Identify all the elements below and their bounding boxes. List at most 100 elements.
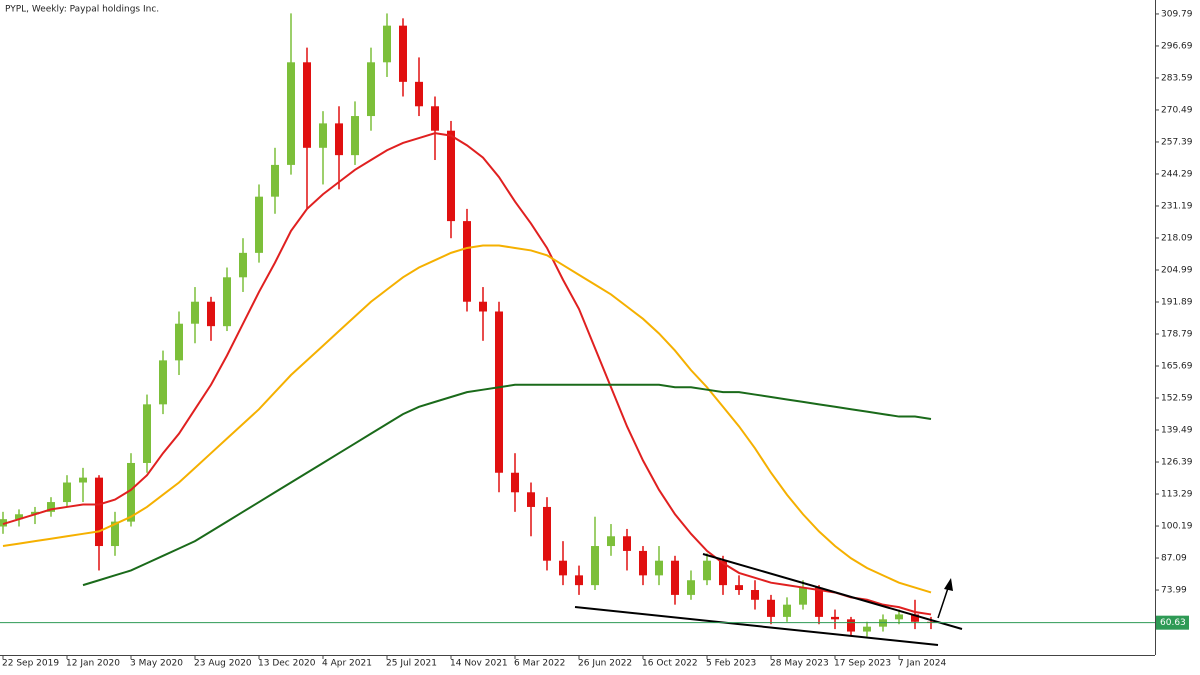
candle-body — [79, 477, 87, 483]
candle-body — [431, 106, 439, 131]
y-tick-label: 191.89 — [1161, 297, 1193, 307]
candle-body — [863, 626, 871, 632]
candle-body — [751, 590, 759, 600]
x-tick-label: 12 Jan 2020 — [66, 659, 120, 669]
trendline-upper — [702, 553, 963, 630]
candle-body — [207, 301, 215, 327]
candle-body — [463, 221, 471, 302]
candle-body — [687, 580, 695, 595]
plot — [0, 13, 935, 637]
candle-body — [623, 536, 631, 551]
candle-body — [143, 404, 151, 463]
y-tick-label: 204.99 — [1161, 265, 1193, 275]
candle-body — [447, 130, 455, 222]
candle-body — [783, 604, 791, 617]
candle-body — [111, 521, 119, 547]
last-price-box — [1156, 615, 1189, 630]
y-tick-label: 270.49 — [1161, 105, 1193, 115]
candle-body — [335, 123, 343, 156]
candle-body — [543, 506, 551, 561]
candle-body — [223, 277, 231, 327]
candle-body — [479, 301, 487, 312]
candle-body — [271, 164, 279, 197]
candle-body — [303, 62, 311, 148]
candle-body — [383, 25, 391, 63]
x-tick-label: 28 May 2023 — [770, 659, 829, 669]
x-tick-label: 6 Mar 2022 — [514, 659, 565, 669]
y-tick-label: 283.59 — [1161, 73, 1193, 83]
arrow-head — [944, 578, 953, 591]
candle-body — [15, 514, 23, 520]
trendline-lower — [574, 606, 939, 646]
candle-body — [495, 311, 503, 473]
last-price-label: 60.63 — [1160, 618, 1186, 628]
candle-body — [127, 462, 135, 522]
y-tick-label: 165.69 — [1161, 362, 1193, 372]
y-tick-label: 113.29 — [1161, 490, 1193, 500]
x-tick-label: 16 Oct 2022 — [642, 659, 698, 669]
candle-body — [767, 599, 775, 617]
candle-body — [559, 560, 567, 576]
candle-body — [0, 519, 7, 527]
y-tick-label: 178.79 — [1161, 329, 1193, 339]
candle-body — [527, 492, 535, 507]
x-tick-label: 3 May 2020 — [130, 659, 183, 669]
x-tick-label: 26 Jun 2022 — [578, 659, 632, 669]
x-tick-label: 13 Dec 2020 — [258, 659, 316, 669]
moving-average — [2, 244, 932, 594]
y-tick-label: 87.09 — [1161, 554, 1187, 564]
candle-body — [47, 502, 55, 512]
candle-body — [607, 536, 615, 547]
candle-body — [511, 472, 519, 493]
candle-body — [399, 25, 407, 82]
candle-body — [287, 62, 295, 165]
x-tick-label: 23 Aug 2020 — [194, 659, 252, 669]
candle-body — [95, 477, 103, 547]
y-tick-label: 100.19 — [1161, 522, 1193, 532]
y-tick-label: 126.39 — [1161, 458, 1193, 468]
moving-average — [2, 132, 932, 616]
candle-body — [671, 560, 679, 595]
candle-body — [31, 511, 39, 515]
y-tick-label: 231.19 — [1161, 201, 1193, 211]
y-tick-label: 244.29 — [1161, 169, 1193, 179]
candle-body — [319, 123, 327, 148]
candle-body — [415, 81, 423, 107]
candle-body — [351, 116, 359, 156]
candle-body — [815, 587, 823, 617]
candle-body — [911, 614, 919, 622]
candle-body — [895, 614, 903, 620]
candle-body — [191, 301, 199, 324]
x-tick-label: 22 Sep 2019 — [2, 659, 59, 669]
candle-body — [639, 550, 647, 576]
y-tick-label: 296.69 — [1161, 41, 1193, 51]
candle-body — [719, 560, 727, 586]
y-tick-label: 152.59 — [1161, 394, 1193, 404]
candle-body — [591, 546, 599, 586]
candle-body — [799, 587, 807, 605]
candle-body — [367, 62, 375, 117]
candle-body — [63, 482, 71, 503]
chart-title: PYPL, Weekly: Paypal holdings Inc. — [5, 5, 159, 15]
y-tick-label: 139.49 — [1161, 426, 1193, 436]
x-tick-label: 7 Jan 2024 — [898, 659, 946, 669]
moving-average — [82, 383, 932, 587]
candle-body — [239, 252, 247, 278]
x-tick-label: 25 Jul 2021 — [386, 659, 437, 669]
x-tick-label: 17 Sep 2023 — [834, 659, 891, 669]
candle-body — [703, 560, 711, 581]
x-tick-label: 5 Feb 2023 — [706, 659, 756, 669]
arrow-shaft — [937, 584, 950, 619]
candle-body — [831, 616, 839, 620]
candle-body — [175, 323, 183, 361]
candle-body — [655, 560, 663, 576]
y-tick-label: 73.99 — [1161, 586, 1187, 596]
candle-body — [847, 619, 855, 632]
candle-body — [735, 585, 743, 591]
candle-body — [255, 196, 263, 253]
x-tick-label: 4 Apr 2021 — [322, 659, 372, 669]
y-tick-label: 257.39 — [1161, 137, 1193, 147]
candle-body — [575, 575, 583, 586]
